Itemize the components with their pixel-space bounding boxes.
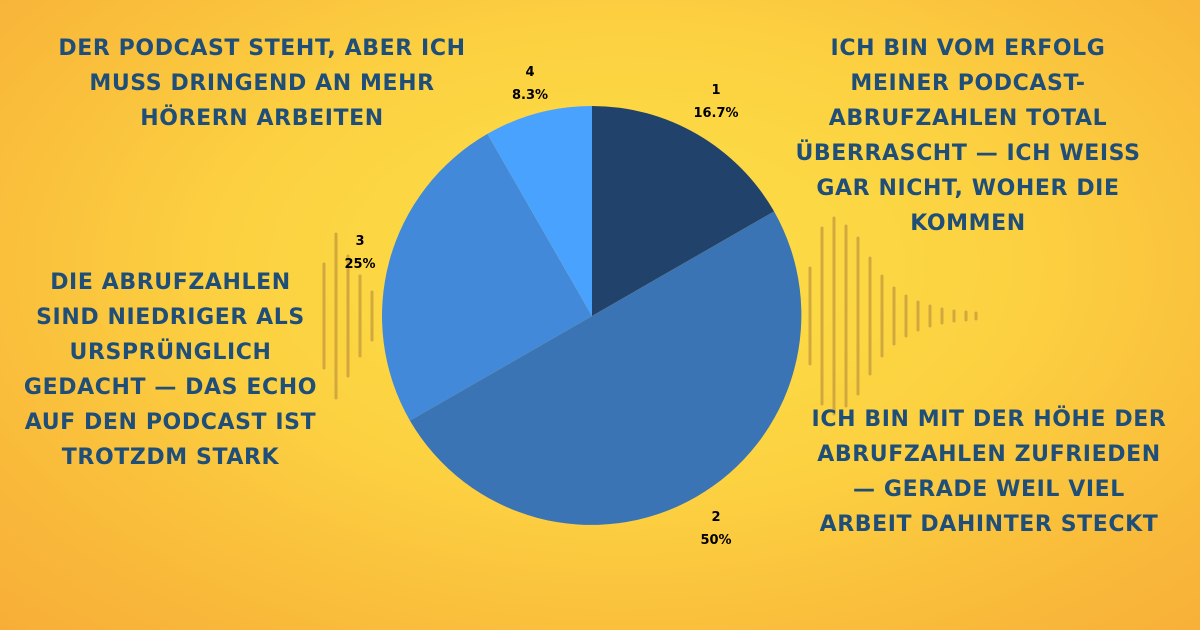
slice-label-3: 3 bbox=[355, 234, 364, 249]
slice-percent-1: 16.7% bbox=[693, 106, 738, 121]
pie-slice-4 bbox=[487, 106, 592, 316]
caption-slice-1: Ich bin vom Erfolg meiner Podcast-Abrufz… bbox=[795, 36, 1141, 236]
pie-slice-3 bbox=[382, 133, 592, 421]
caption-slice-3: Die Abrufzahlen sind niedriger als urspr… bbox=[23, 270, 318, 470]
pie-slice-2 bbox=[409, 211, 802, 525]
slice-label-4: 4 bbox=[525, 65, 534, 80]
caption-slice-4: Der Podcast steht, aber ich muss dringen… bbox=[58, 36, 466, 131]
slice-percent-2: 50% bbox=[700, 533, 731, 548]
slice-percent-3: 25% bbox=[344, 257, 375, 272]
pie-slice-1 bbox=[592, 106, 775, 316]
slice-label-2: 2 bbox=[711, 510, 720, 525]
slice-label-1: 1 bbox=[711, 83, 720, 98]
caption-slice-2: Ich bin mit der Höhe der Abrufzahlen zuf… bbox=[811, 407, 1167, 537]
slice-percent-4: 8.3% bbox=[512, 88, 548, 103]
